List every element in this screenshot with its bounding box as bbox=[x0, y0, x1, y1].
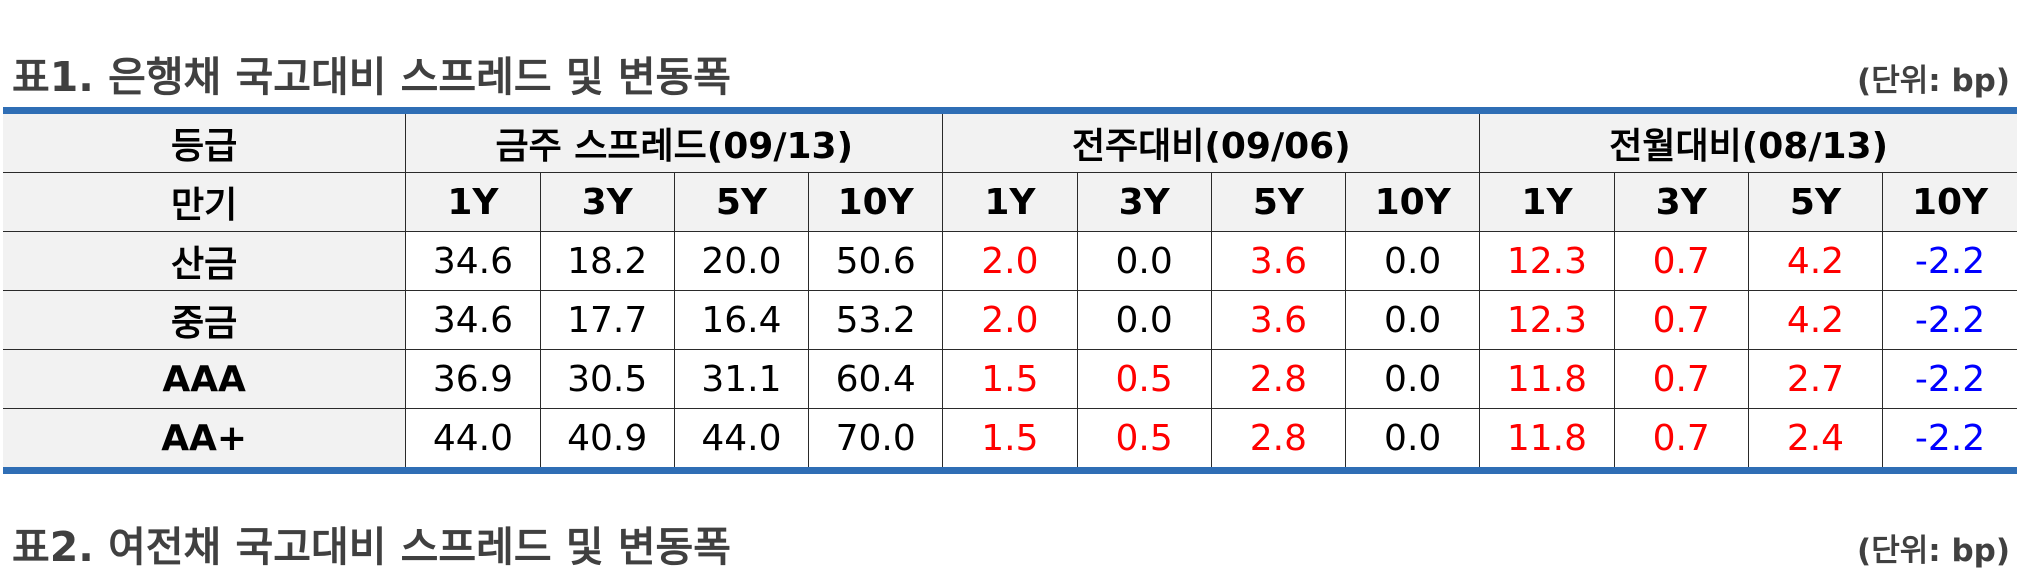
maturity-header-cell: 5Y bbox=[673, 172, 809, 232]
table-row: AA+ 44.0 40.9 44.0 70.0 1.5 0.5 2.8 0.0 11.8 0.7 2.… bbox=[3, 408, 2017, 467]
table-cell: 0.0 bbox=[1345, 408, 1480, 467]
table-row: 산금 34.6 18.2 20.0 50.6 2.0 0.0 3.6 0.0 12.3 0.7 4.2… bbox=[3, 231, 2017, 291]
table-cell: 1.5 bbox=[942, 349, 1078, 409]
table-cell: -2.2 bbox=[1882, 231, 2017, 291]
row-label: 중금 bbox=[3, 290, 406, 350]
header-row-maturities: 만기 1Y 3Y 5Y 10Y 1Y 3Y 5Y 10Y 1Y 3Y 5Y 10Y bbox=[3, 172, 2017, 232]
table-cell: 2.8 bbox=[1210, 349, 1346, 409]
table-cell: 2.0 bbox=[942, 231, 1078, 291]
maturity-header-cell: 10Y bbox=[1882, 172, 2017, 232]
table-cell: 70.0 bbox=[808, 408, 943, 467]
spread-table: 등급 금주 스프레드(09/13) 전주대비(09/06) 전월대비(08/13… bbox=[3, 114, 2017, 467]
table-cell: 60.4 bbox=[808, 349, 943, 409]
table-cell: 34.6 bbox=[405, 231, 541, 291]
table-cell: 30.5 bbox=[539, 349, 675, 409]
table-cell: 50.6 bbox=[808, 231, 943, 291]
header-row-groups: 등급 금주 스프레드(09/13) 전주대비(09/06) 전월대비(08/13… bbox=[3, 114, 2017, 173]
table-cell: 40.9 bbox=[539, 408, 675, 467]
row-label: 산금 bbox=[3, 231, 406, 291]
table-cell: 2.4 bbox=[1747, 408, 1883, 467]
table-cell: 11.8 bbox=[1479, 349, 1615, 409]
table-cell: 3.6 bbox=[1210, 290, 1346, 350]
table-cell: 20.0 bbox=[673, 231, 809, 291]
table-cell: -2.2 bbox=[1882, 290, 2017, 350]
maturity-header-cell: 10Y bbox=[808, 172, 943, 232]
grade-header: 등급 bbox=[3, 114, 406, 173]
table-cell: 0.7 bbox=[1613, 349, 1749, 409]
maturity-header-cell: 3Y bbox=[539, 172, 675, 232]
table-cell: 0.0 bbox=[1345, 349, 1480, 409]
table-cell: 0.7 bbox=[1613, 231, 1749, 291]
table-cell: 1.5 bbox=[942, 408, 1078, 467]
table-cell: 0.7 bbox=[1613, 408, 1749, 467]
table1-title: 표1. 은행채 국고대비 스프레드 및 변동폭 bbox=[12, 53, 731, 101]
table-cell: 12.3 bbox=[1479, 290, 1615, 350]
table1-unit: (단위: bp) bbox=[1857, 63, 2010, 99]
table-cell: 11.8 bbox=[1479, 408, 1615, 467]
table-cell: 34.6 bbox=[405, 290, 541, 350]
maturity-header-cell: 10Y bbox=[1345, 172, 1480, 232]
maturity-header-cell: 5Y bbox=[1747, 172, 1883, 232]
table-cell: 0.0 bbox=[1076, 231, 1212, 291]
table-cell: 0.5 bbox=[1076, 349, 1212, 409]
table-cell: 18.2 bbox=[539, 231, 675, 291]
maturity-header-cell: 1Y bbox=[942, 172, 1078, 232]
group-header-vs-last-week: 전주대비(09/06) bbox=[942, 114, 1480, 173]
table-row: AAA 36.9 30.5 31.1 60.4 1.5 0.5 2.8 0.0 11.8 0.7 2.… bbox=[3, 349, 2017, 409]
table-cell: 2.0 bbox=[942, 290, 1078, 350]
maturity-header-cell: 5Y bbox=[1210, 172, 1346, 232]
table-cell: 2.7 bbox=[1747, 349, 1883, 409]
row-label: AAA bbox=[3, 349, 406, 409]
table-cell: -2.2 bbox=[1882, 349, 2017, 409]
table2-unit: (단위: bp) bbox=[1857, 533, 2010, 569]
table-cell: 31.1 bbox=[673, 349, 809, 409]
table-cell: 0.0 bbox=[1345, 231, 1480, 291]
table-cell: 3.6 bbox=[1210, 231, 1346, 291]
table-cell: 17.7 bbox=[539, 290, 675, 350]
table-cell: 0.7 bbox=[1613, 290, 1749, 350]
maturity-header: 만기 bbox=[3, 172, 406, 232]
table1-container: 등급 금주 스프레드(09/13) 전주대비(09/06) 전월대비(08/13… bbox=[3, 107, 2017, 474]
maturity-header-cell: 3Y bbox=[1613, 172, 1749, 232]
table2-title-row: 표2. 여전채 국고대비 스프레드 및 변동폭 (단위: bp) bbox=[0, 518, 2020, 578]
maturity-header-cell: 3Y bbox=[1076, 172, 1212, 232]
table1-title-row: 표1. 은행채 국고대비 스프레드 및 변동폭 (단위: bp) bbox=[0, 48, 2020, 108]
table-cell: 44.0 bbox=[673, 408, 809, 467]
row-label: AA+ bbox=[3, 408, 406, 467]
maturity-header-cell: 1Y bbox=[1479, 172, 1615, 232]
table2-title: 표2. 여전채 국고대비 스프레드 및 변동폭 bbox=[12, 523, 731, 571]
table-cell: 12.3 bbox=[1479, 231, 1615, 291]
table-cell: 36.9 bbox=[405, 349, 541, 409]
table-cell: -2.2 bbox=[1882, 408, 2017, 467]
table-cell: 4.2 bbox=[1747, 290, 1883, 350]
group-header-this-week: 금주 스프레드(09/13) bbox=[405, 114, 943, 173]
table-cell: 0.0 bbox=[1345, 290, 1480, 350]
group-header-vs-last-month: 전월대비(08/13) bbox=[1479, 114, 2017, 173]
table-row: 중금 34.6 17.7 16.4 53.2 2.0 0.0 3.6 0.0 12.3 0.7 4.2… bbox=[3, 290, 2017, 350]
table-cell: 2.8 bbox=[1210, 408, 1346, 467]
table-cell: 44.0 bbox=[405, 408, 541, 467]
table-cell: 0.5 bbox=[1076, 408, 1212, 467]
table-cell: 0.0 bbox=[1076, 290, 1212, 350]
table-cell: 16.4 bbox=[673, 290, 809, 350]
maturity-header-cell: 1Y bbox=[405, 172, 541, 232]
table-cell: 53.2 bbox=[808, 290, 943, 350]
table-cell: 4.2 bbox=[1747, 231, 1883, 291]
